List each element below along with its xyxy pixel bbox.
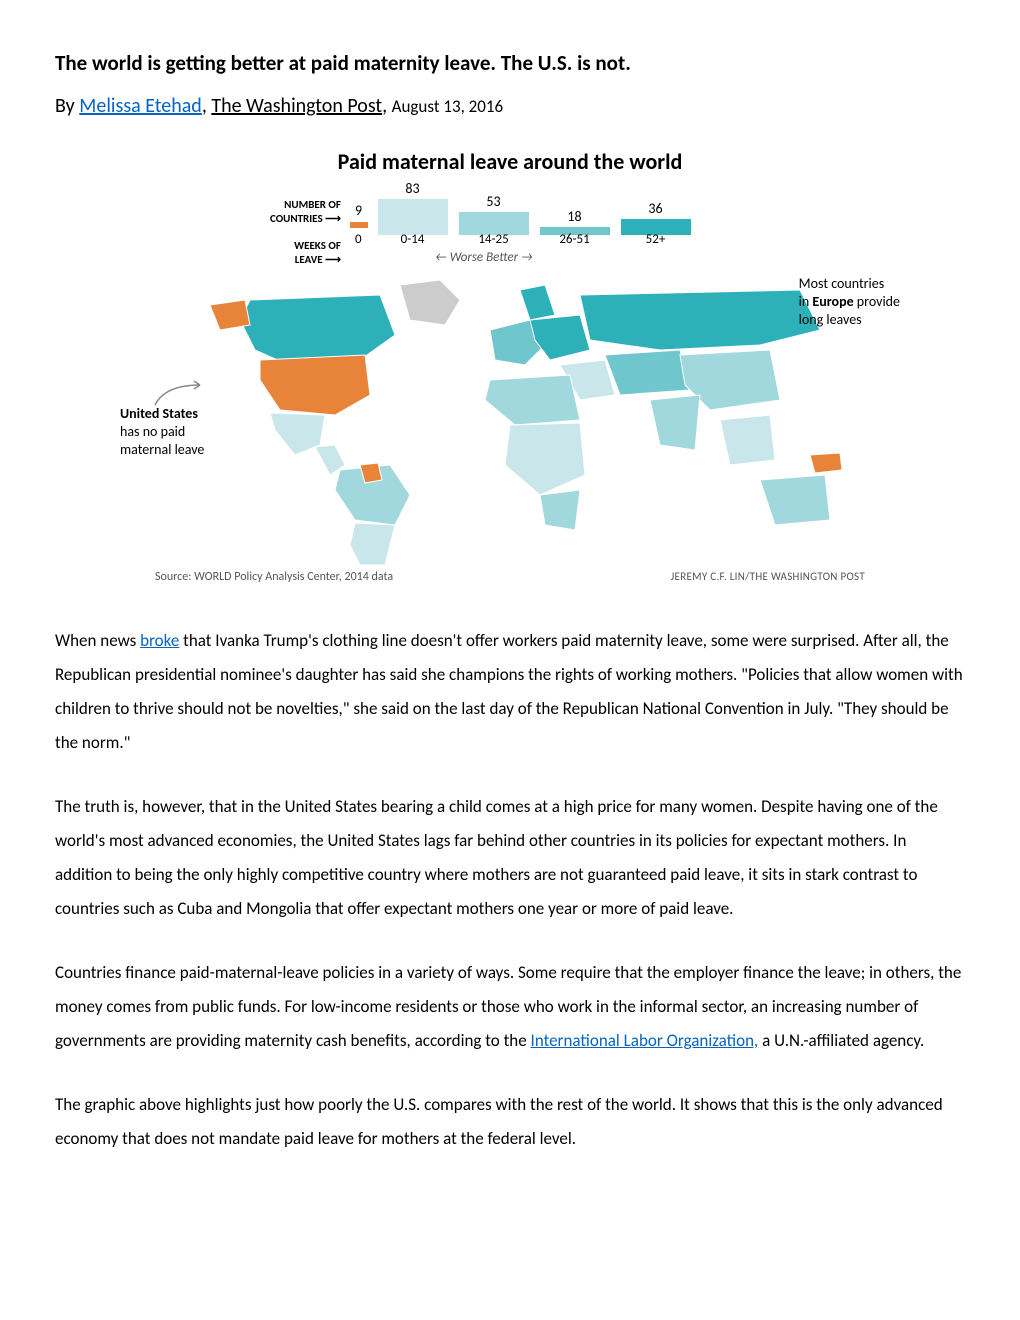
paragraph-4: The graphic above highlights just how po… — [55, 1088, 965, 1156]
callout-us-2: has no paid — [120, 423, 185, 440]
arrow-icon: ⟶ — [325, 212, 341, 226]
p3b: a U.N.-affiliated agency. — [758, 1030, 924, 1051]
broke-link[interactable]: broke — [140, 630, 179, 651]
scale-text: ← Worse Better → — [435, 250, 533, 265]
article-date: August 13, 2016 — [392, 96, 503, 117]
south-america-south — [350, 523, 395, 565]
bar-col: 36 — [618, 200, 693, 235]
weeks-label: 0-14 — [375, 232, 450, 247]
article-title: The world is getting better at paid mate… — [55, 50, 965, 76]
bar-col: 83 — [375, 180, 450, 235]
byline-sep2: , — [382, 94, 392, 118]
byline-sep: , — [202, 94, 212, 118]
east-europe — [530, 315, 590, 360]
p1b: that Ivanka Trump's clothing line doesn'… — [55, 630, 963, 753]
source-row: Source: WORLD Policy Analysis Center, 20… — [120, 570, 900, 584]
callout-eu-1: Most countries — [799, 275, 885, 292]
paragraph-1: When news broke that Ivanka Trump's clot… — [55, 624, 965, 760]
label-weeks-2: LEAVE — [295, 253, 323, 266]
label-num-countries-2: COUNTRIES — [270, 212, 323, 225]
ilo-link[interactable]: International Labor Organization, — [531, 1030, 759, 1051]
chart-credit: JEREMY C.F. LIN/THE WASHINGTON POST — [671, 570, 865, 584]
chart-source: Source: WORLD Policy Analysis Center, 20… — [155, 570, 393, 584]
weeks-label: 26-51 — [537, 232, 612, 247]
value-nine: 9 — [355, 202, 362, 219]
callout-eu-2c: provide — [854, 293, 900, 310]
map-svg — [160, 265, 880, 565]
bar-value: 83 — [405, 180, 419, 197]
callout-us: United States has no paid maternal leave — [120, 405, 204, 460]
label-weeks-1: WEEKS OF — [294, 239, 341, 252]
infographic: Paid maternal leave around the world NUM… — [120, 148, 900, 584]
bar-value: 18 — [567, 208, 581, 225]
bar-value: 53 — [486, 193, 500, 210]
p1a: When news — [55, 630, 140, 651]
bar-value: 36 — [648, 200, 662, 217]
north-africa — [485, 375, 580, 425]
by-prefix: By — [55, 94, 79, 118]
callout-eu-3: long leaves — [799, 311, 862, 328]
weeks-label: 52+ — [618, 232, 693, 247]
usa — [260, 355, 370, 415]
paragraph-2: The truth is, however, that in the Unite… — [55, 790, 965, 926]
paragraph-3: Countries finance paid-maternal-leave po… — [55, 956, 965, 1058]
alaska — [210, 300, 250, 330]
bars-row: 83 53 18 36 — [375, 180, 693, 235]
label-num-countries-1: NUMBER OF — [284, 198, 341, 211]
world-map: United States has no paid maternal leave… — [120, 275, 900, 565]
russia — [580, 290, 820, 350]
south-africa — [540, 490, 580, 530]
callout-us-1: United States — [120, 405, 198, 422]
bar — [378, 199, 448, 235]
scandinavia — [520, 285, 555, 320]
chart-left-labels: NUMBER OFCOUNTRIES ⟶ WEEKS OFLEAVE ⟶ — [270, 198, 341, 267]
india — [650, 395, 700, 450]
central-africa — [505, 423, 585, 495]
bar-col: 53 — [456, 193, 531, 235]
png — [810, 453, 842, 473]
australia — [760, 475, 830, 525]
zero-bar — [350, 222, 368, 228]
chart-title: Paid maternal leave around the world — [120, 148, 900, 175]
byline: By Melissa Etehad, The Washington Post, … — [55, 94, 965, 118]
weeks-label: 14-25 — [456, 232, 531, 247]
publication-link[interactable]: The Washington Post — [211, 94, 382, 118]
callout-eu-2a: in — [799, 293, 813, 310]
greenland — [400, 280, 460, 325]
callout-eu-2b: Europe — [812, 293, 853, 310]
weeks-zero: 0 — [355, 232, 362, 247]
bar-col: 18 — [537, 208, 612, 235]
author-link[interactable]: Melissa Etehad — [79, 94, 202, 118]
callout-eu: Most countries in Europe provide long le… — [799, 275, 900, 330]
bar-chart: NUMBER OFCOUNTRIES ⟶ WEEKS OFLEAVE ⟶ 9 0… — [280, 180, 900, 275]
callout-us-3: maternal leave — [120, 441, 204, 458]
weeks-row: 0-14 14-25 26-51 52+ — [375, 232, 693, 247]
se-asia — [720, 415, 775, 465]
article-body: When news broke that Ivanka Trump's clot… — [55, 624, 965, 1156]
central-asia — [605, 350, 690, 395]
